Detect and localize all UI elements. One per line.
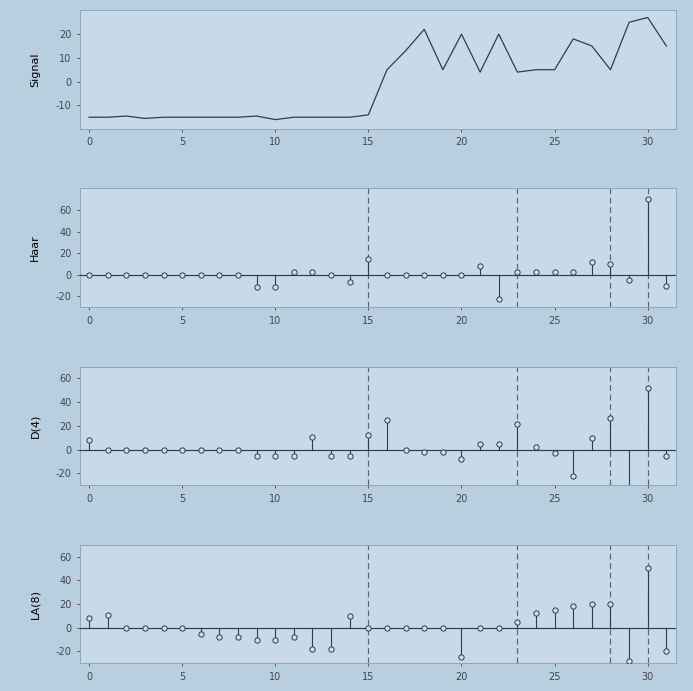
Y-axis label: Signal: Signal bbox=[30, 53, 40, 87]
Y-axis label: D(4): D(4) bbox=[30, 414, 40, 438]
Y-axis label: Haar: Haar bbox=[30, 234, 40, 261]
Y-axis label: LA(8): LA(8) bbox=[30, 589, 40, 619]
